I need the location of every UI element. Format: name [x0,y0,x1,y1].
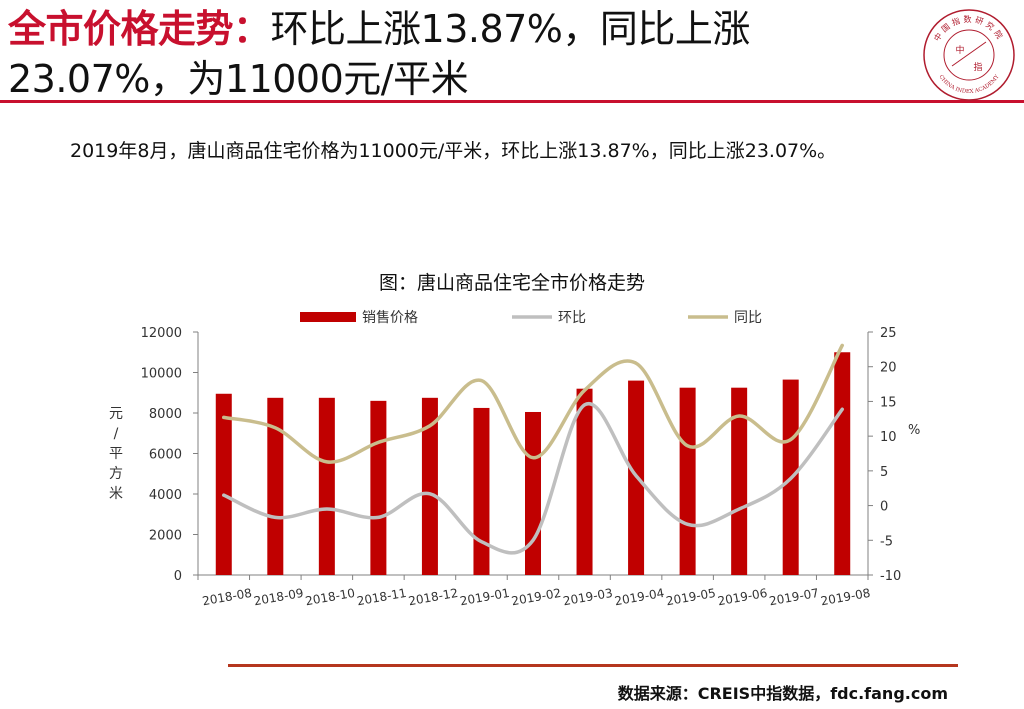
y-right-tick-label: 5 [880,465,888,480]
price-bar [318,397,335,575]
price-bar [215,393,232,575]
data-source: 数据来源：CREIS中指数据，fdc.fang.com [617,684,948,703]
logo-text-center-2: 指 [973,61,982,73]
y-left-tick-label: 4000 [149,488,182,503]
price-bar [421,397,438,575]
y-left-tick-label: 12000 [141,326,182,341]
logo-text-center-1: 中 [955,44,964,56]
y-left-tick-label: 0 [174,569,182,584]
y-left-axis-label-char: 米 [109,486,123,502]
y-right-tick-label: -10 [880,569,901,584]
y-right-tick-label: 0 [880,500,888,515]
y-right-tick-label: 15 [880,395,897,410]
china-index-academy-seal-icon: 中国指数研究院 CHINA INDEX ACADEMY 中 指 [923,9,1015,101]
chart-title: 图：唐山商品住宅全市价格走势 [378,272,645,294]
summary-text: 2019年8月，唐山商品住宅价格为11000元/平米，环比上涨13.87%，同比… [70,140,837,162]
y-left-axis-label-char: 平 [109,446,123,462]
price-bar [525,411,541,575]
page-title-line2: 23.07%，为11000元/平米 [8,57,469,101]
legend-label: 环比 [558,310,586,326]
x-tick-label: 2019-08 [820,586,872,608]
legend-label: 销售价格 [362,310,418,326]
page-title: 全市价格走势：环比上涨13.87%，同比上涨 23.07%，为11000元/平米 [8,4,908,104]
x-tick-label: 2019-05 [665,586,717,608]
page-title-line1: 环比上涨13.87%，同比上涨 [270,7,751,51]
price-bar [834,352,851,575]
x-tick-label: 2018-12 [407,586,459,608]
x-tick-label: 2018-11 [356,586,408,608]
x-tick-label: 2019-06 [717,586,769,608]
page-title-highlight: 全市价格走势： [8,7,271,51]
title-divider [0,100,1024,103]
x-tick-label: 2019-03 [562,586,614,608]
price-trend-chart: 0 2000 4000 6000 8000 10000 12000 -10 -5 0 5 10 15 20… [109,310,920,608]
y-left-tick-label: 6000 [149,448,182,463]
y-left-tick-label: 2000 [149,529,182,544]
x-tick-label: 2018-09 [253,586,305,608]
price-bar [267,397,284,575]
y-left-axis-label-char: 方 [109,466,123,482]
y-left-tick-label: 10000 [141,367,182,382]
price-bar [370,400,387,575]
y-right-tick-label: 20 [880,361,897,376]
y-right-tick-label: 10 [880,430,897,445]
x-tick-label: 2019-01 [459,586,511,608]
y-left-axis-label-char: / [114,426,119,442]
legend-label: 同比 [734,310,762,326]
yoy-change-line [222,343,844,464]
svg-text:CHINA INDEX ACADEMY: CHINA INDEX ACADEMY [937,74,1000,95]
footer-divider [228,664,958,667]
y-right-axis-label: % [908,423,920,438]
x-tick-label: 2019-02 [510,586,562,608]
mom-change-line [222,401,844,555]
price-bar [679,387,696,575]
y-left-tick-label: 8000 [149,407,182,422]
price-bar [576,388,593,575]
price-bar [731,387,748,575]
x-tick-label: 2018-10 [304,586,356,608]
y-left-axis-label-char: 元 [109,406,123,422]
x-tick-label: 2018-08 [201,586,253,608]
x-tick-label: 2019-04 [613,586,665,608]
logo-text-bottom: CHINA INDEX ACADEMY [937,74,1000,95]
x-tick-label: 2019-07 [768,586,820,608]
y-right-tick-label: -5 [880,534,893,549]
legend-swatch-price [300,312,356,322]
y-right-tick-label: 25 [880,326,897,341]
price-bar [473,407,490,575]
